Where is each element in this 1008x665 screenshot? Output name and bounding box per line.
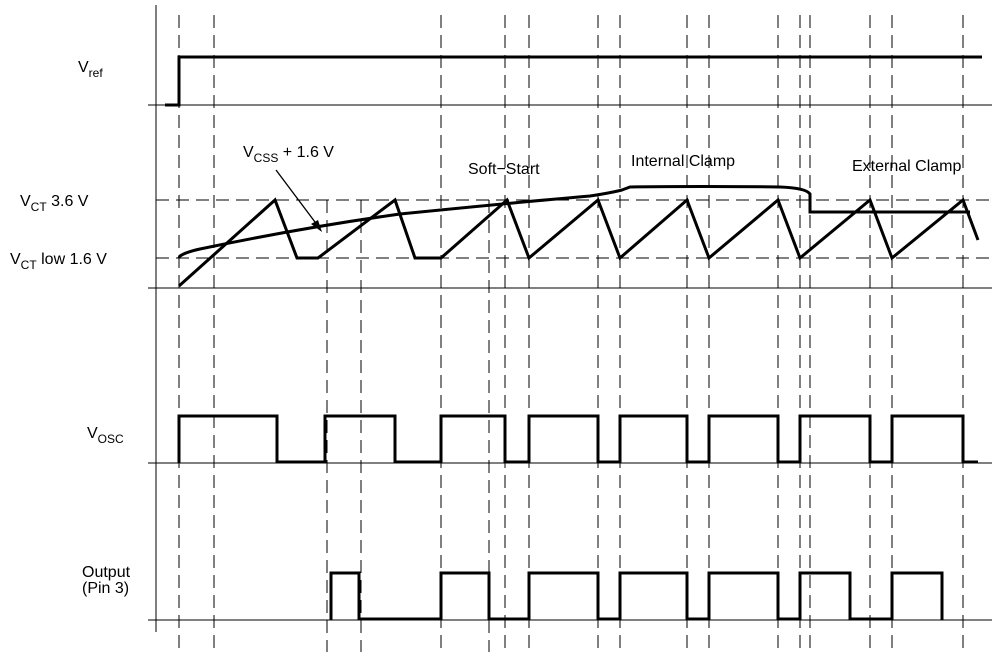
vct-low-label: VCT low 1.6 V bbox=[10, 251, 107, 272]
external-clamp-annotation: External Clamp bbox=[852, 158, 961, 175]
vct-sawtooth-waveform bbox=[177, 197, 980, 288]
vcss-pointer-arrow bbox=[275, 169, 319, 227]
timing-markers bbox=[178, 15, 964, 652]
soft-start-annotation: Soft−Start bbox=[468, 161, 540, 178]
output-label-line2: (Pin 3) bbox=[82, 580, 129, 597]
vosc-waveform bbox=[177, 414, 978, 464]
vcss-annotation: VCSS + 1.6 V bbox=[243, 144, 334, 165]
vct-high-label: VCT 3.6 V bbox=[20, 193, 89, 214]
vcss-pointer-arrowhead bbox=[311, 220, 322, 232]
vref-label: Vref bbox=[78, 59, 103, 80]
internal-clamp-annotation: Internal Clamp bbox=[631, 153, 735, 170]
vref-waveform bbox=[165, 55, 982, 107]
vosc-label: VOSC bbox=[87, 425, 124, 446]
output-label-line1: Output bbox=[82, 564, 131, 581]
output-waveform bbox=[329, 571, 944, 621]
vcss-softstart-curve bbox=[177, 185, 970, 259]
